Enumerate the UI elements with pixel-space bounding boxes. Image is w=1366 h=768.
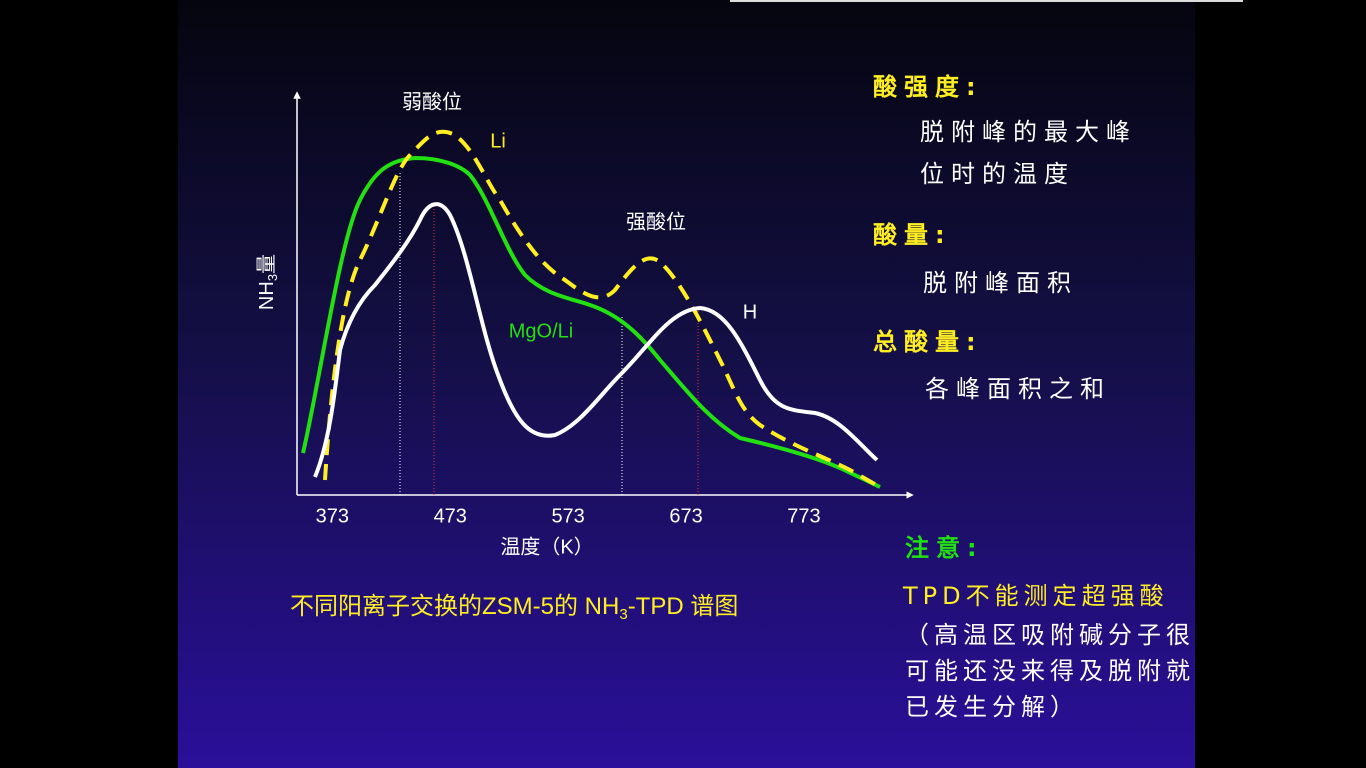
note-line: 已发生分解） xyxy=(905,693,1079,721)
toolbar-edge xyxy=(730,0,1243,2)
annotation: 强酸位 xyxy=(626,210,686,233)
x-tick-label: 473 xyxy=(434,505,467,527)
mgo-curve xyxy=(301,155,881,489)
note-line: 脱附峰的最大峰 xyxy=(920,118,1137,146)
series-label: MgO/Li xyxy=(509,320,573,342)
y-axis-label: NH3量 xyxy=(256,254,280,310)
caption-sub: 3 xyxy=(619,606,627,623)
note-heading: 注意: xyxy=(905,534,984,562)
y-label-part: 量 xyxy=(256,254,278,274)
series-label: H xyxy=(743,301,757,323)
h-curve xyxy=(313,202,879,478)
note-line: 脱附峰面积 xyxy=(923,269,1078,297)
li-curve xyxy=(323,129,881,489)
y-label-sub: 3 xyxy=(265,274,280,281)
note-heading: 酸量: xyxy=(873,221,952,249)
x-tick-label: 373 xyxy=(316,505,349,527)
slide xyxy=(178,0,1195,768)
series-label: Li xyxy=(490,130,506,152)
x-tick-label: 673 xyxy=(669,505,702,527)
caption-part: -TPD 谱图 xyxy=(628,593,739,620)
notes: 酸强度: 脱附峰的最大峰 位时的温度 酸量: 脱附峰面积 总酸量: 各峰面积之和… xyxy=(873,73,1195,721)
caption-part: 不同阳离子交换的ZSM-5的 NH xyxy=(290,593,619,620)
note-lead: TPD不能测定超强酸 xyxy=(902,582,1169,610)
caption: 不同阳离子交换的ZSM-5的 NH3-TPD 谱图 xyxy=(290,593,738,623)
chart: NH3量 温度（K） 弱酸位 强酸位 Li H MgO/Li 不同阳离子交换的Z… xyxy=(256,90,914,623)
x-axis-label: 温度（K） xyxy=(500,535,593,558)
x-tick-label: 573 xyxy=(551,505,584,527)
y-label-part: NH xyxy=(256,281,278,310)
note-line: 可能还没来得及脱附就 xyxy=(905,657,1195,685)
note-heading: 酸强度: xyxy=(873,73,983,101)
note-line: （高温区吸附碱分子很 xyxy=(905,621,1195,649)
guides xyxy=(399,172,699,495)
note-heading: 总酸量: xyxy=(873,328,983,356)
note-line: 各峰面积之和 xyxy=(925,375,1111,403)
note-line: 位时的温度 xyxy=(920,160,1075,188)
x-tick-label: 773 xyxy=(787,505,820,527)
annotation: 弱酸位 xyxy=(402,90,462,113)
